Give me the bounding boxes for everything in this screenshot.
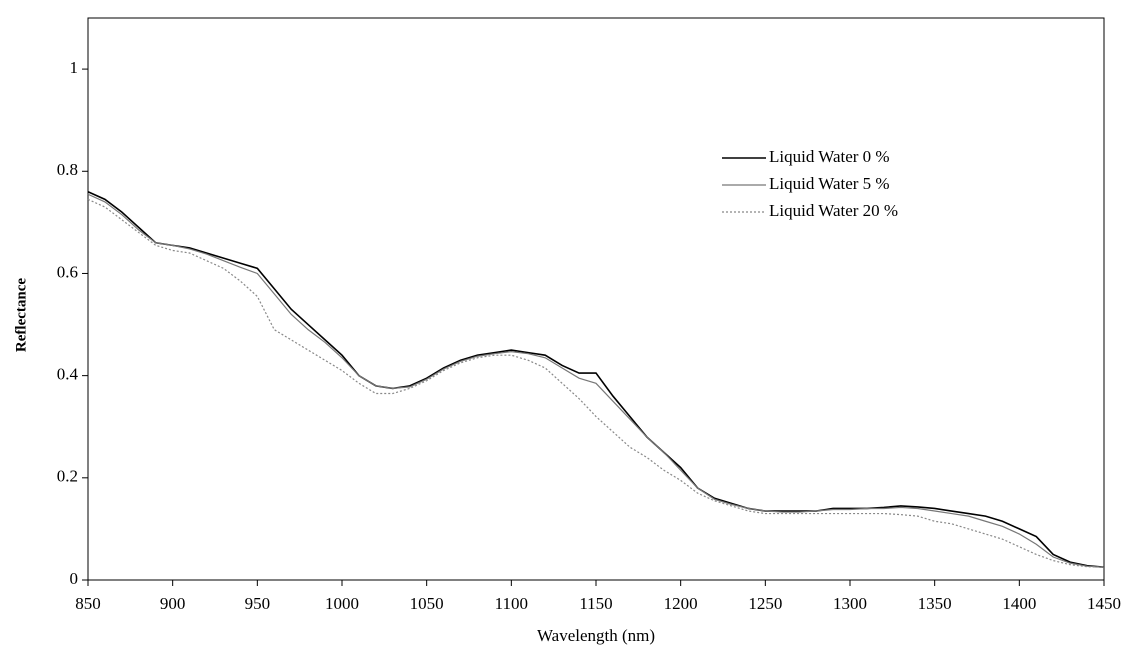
x-tick-label: 1000	[325, 594, 359, 613]
x-axis-title: Wavelength (nm)	[537, 626, 655, 645]
x-tick-label: 1150	[579, 594, 612, 613]
x-tick-label: 850	[75, 594, 101, 613]
legend-label: Liquid Water 20 %	[769, 201, 898, 220]
y-tick-label: 1	[70, 58, 79, 77]
x-tick-label: 1400	[1002, 594, 1036, 613]
x-tick-label: 900	[160, 594, 186, 613]
data-line	[87, 190, 1105, 569]
x-tick-label: 1450	[1087, 594, 1121, 613]
y-tick-label: 0.8	[57, 160, 78, 179]
y-axis-title: Reflectance	[13, 278, 29, 352]
x-tick-label: 1100	[495, 594, 528, 613]
y-tick-label: 0	[70, 569, 79, 588]
x-tick-label: 950	[245, 594, 271, 613]
data-line	[87, 198, 1105, 568]
legend-label: Liquid Water 5 %	[769, 174, 890, 193]
data-line	[87, 193, 1105, 568]
y-tick-label: 0.2	[57, 467, 78, 486]
x-tick-label: 1050	[410, 594, 444, 613]
x-tick-label: 1250	[748, 594, 782, 613]
plot-frame	[87, 17, 1105, 581]
x-tick-label: 1200	[664, 594, 698, 613]
x-tick-label: 1300	[833, 594, 867, 613]
y-tick-label: 0.6	[57, 262, 78, 281]
y-tick-label: 0.4	[57, 365, 79, 384]
legend-label: Liquid Water 0 %	[769, 147, 890, 166]
x-tick-label: 1350	[918, 594, 952, 613]
